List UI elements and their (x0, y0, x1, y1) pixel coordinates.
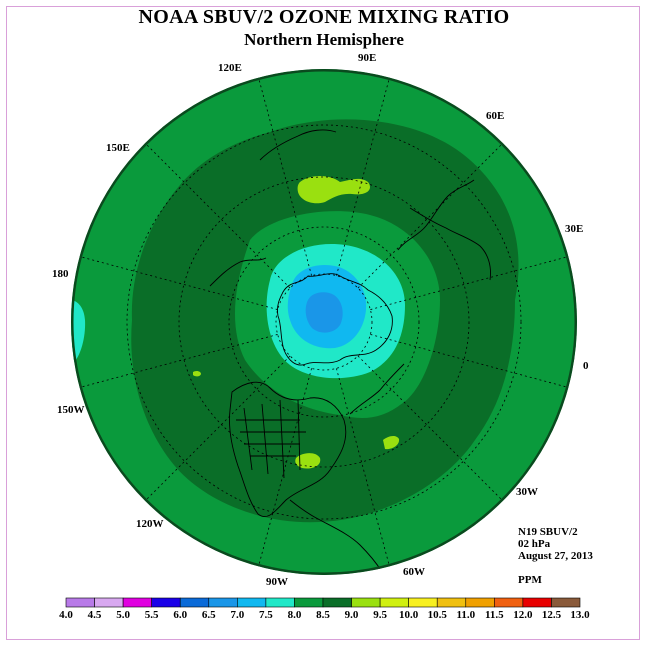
colorbar-swatch (379, 597, 409, 608)
colorbar-tick-label: 4.0 (59, 609, 73, 621)
info-instrument: N19 SBUV/2 (518, 526, 578, 538)
colorbar-swatch (294, 597, 324, 608)
colorbar-tick-label: 7.0 (230, 609, 244, 621)
colorbar-tick-label: 11.0 (456, 609, 475, 621)
colorbar-swatch (122, 597, 152, 608)
colorbar-tick-label: 4.5 (88, 609, 102, 621)
page-title: NOAA SBUV/2 OZONE MIXING RATIO (138, 6, 510, 28)
colorbar-swatch (65, 597, 95, 608)
meridian-line (336, 70, 392, 276)
colorbar-swatch (551, 597, 581, 608)
colorbar-tick-label: 7.5 (259, 609, 273, 621)
colorbar-tick-label: 5.0 (116, 609, 130, 621)
page-subtitle: Northern Hemisphere (244, 30, 404, 49)
colorbar-swatch (408, 597, 438, 608)
colorbar-swatch (522, 597, 552, 608)
meridian-line (72, 254, 278, 310)
colorbar-tick-label: 9.5 (373, 609, 387, 621)
meridian-line (370, 254, 576, 310)
colorbar-swatch (151, 597, 181, 608)
lon-label-60e: 60E (486, 110, 505, 122)
lon-label-150w: 150W (57, 404, 85, 416)
meridian-line (72, 334, 278, 390)
colorbar-swatch (94, 597, 124, 608)
meridian-line (139, 137, 291, 289)
ozone-field (71, 69, 577, 575)
lon-label-30w: 30W (516, 486, 538, 498)
colorbar-tick-label: 10.0 (399, 609, 419, 621)
contour-6-5 (305, 292, 343, 333)
lon-label-60w: 60W (403, 566, 425, 578)
lon-label-150e: 150E (106, 142, 130, 154)
colorbar-swatch (237, 597, 267, 608)
colorbar-swatch (436, 597, 467, 608)
colorbar-swatch (465, 597, 495, 608)
colorbar-tick-label: 8.0 (288, 609, 302, 621)
contour-patch-siberia (297, 176, 371, 204)
meridian-lines (72, 70, 576, 574)
colorbar-tick-label: 8.5 (316, 609, 330, 621)
lon-label-180: 180 (52, 268, 69, 280)
colorbar-tick-label: 13.0 (570, 609, 590, 621)
colorbar-swatch (351, 597, 381, 608)
hemisphere-rim (71, 69, 577, 575)
meridian-line (357, 137, 509, 289)
lon-label-120w: 120W (136, 518, 164, 530)
info-units: PPM (518, 574, 542, 586)
lon-label-90e: 90E (358, 52, 377, 64)
colorbar-tick-label: 11.5 (485, 609, 504, 621)
colorbar-swatch (265, 597, 295, 608)
latitude-circles (126, 124, 522, 520)
meridian-line (139, 355, 291, 507)
colorbar-tick-label: 10.5 (428, 609, 448, 621)
colorbar-swatch (494, 597, 524, 608)
colorbar-swatch (208, 597, 238, 608)
lon-label-120e: 120E (218, 62, 242, 74)
meridian-line (256, 70, 312, 276)
colorbar-swatch (179, 597, 210, 608)
colorbar-tick-label: 12.0 (513, 609, 533, 621)
contour-patch-us (295, 453, 321, 469)
contour-patch-pacific (193, 370, 201, 377)
lon-label-0: 0 (583, 360, 589, 372)
plot-frame (6, 6, 640, 640)
meridian-line (256, 368, 312, 574)
colorbar: 4.0 4.5 5.0 5.5 6.0 6.5 7.0 7.5 8.0 8.5 9.0 9.5 10.0… (59, 597, 590, 621)
contour-patch-atlantic (383, 436, 400, 450)
meridian-line (357, 355, 509, 507)
lon-label-30e: 30E (565, 223, 584, 235)
colorbar-tick-label: 9.0 (345, 609, 359, 621)
colorbar-swatch (322, 597, 352, 608)
meridian-line (370, 334, 576, 390)
colorbar-tick-label: 5.5 (145, 609, 159, 621)
meridian-line (336, 368, 392, 574)
coastlines (209, 129, 491, 575)
colorbar-tick-label: 6.0 (173, 609, 187, 621)
colorbar-tick-label: 6.5 (202, 609, 216, 621)
colorbar-tick-label: 12.5 (542, 609, 562, 621)
info-level: 02 hPa (518, 538, 551, 550)
lon-label-90w: 90W (266, 576, 288, 588)
info-date: August 27, 2013 (518, 550, 593, 562)
